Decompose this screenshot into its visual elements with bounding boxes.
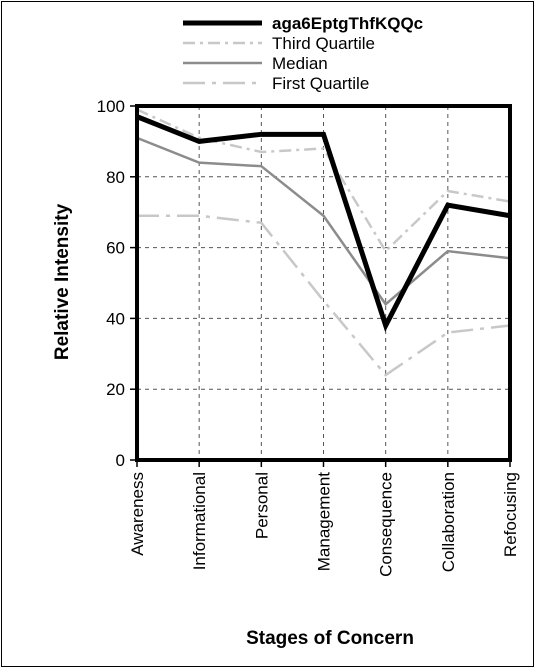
y-tick-label: 60 <box>106 239 125 258</box>
series-line <box>136 108 511 254</box>
legend-label: aga6EptgThfKQQc <box>272 14 423 33</box>
y-tick-label: 40 <box>106 309 125 328</box>
x-tick-label: Refocusing <box>501 472 520 557</box>
x-tick-label: Informational <box>190 472 209 570</box>
x-axis-ticks: Awareness Informational Personal Management… <box>128 460 520 577</box>
series-line <box>136 136 511 307</box>
y-tick-label: 20 <box>106 380 125 399</box>
series-line <box>137 214 511 377</box>
x-tick-label: Awareness <box>128 472 147 556</box>
x-tick-label: Collaboration <box>439 472 458 572</box>
x-tick-label: Personal <box>252 472 271 539</box>
legend-label: Third Quartile <box>272 34 375 53</box>
x-axis-label: Stages of Concern <box>246 628 414 649</box>
y-axis-label: Relative Intensity <box>52 203 73 360</box>
legend-label: First Quartile <box>272 74 369 93</box>
y-tick-label: 80 <box>106 168 125 187</box>
y-tick-label: 0 <box>116 451 125 470</box>
legend-label: Median <box>272 54 328 73</box>
y-axis-ticks: 0 20 40 60 80 100 <box>97 97 137 470</box>
y-tick-label: 100 <box>97 97 125 116</box>
x-tick-label: Consequence <box>377 472 396 577</box>
series-line <box>136 114 511 332</box>
series-lines <box>136 108 511 377</box>
x-tick-label: Management <box>315 472 334 572</box>
